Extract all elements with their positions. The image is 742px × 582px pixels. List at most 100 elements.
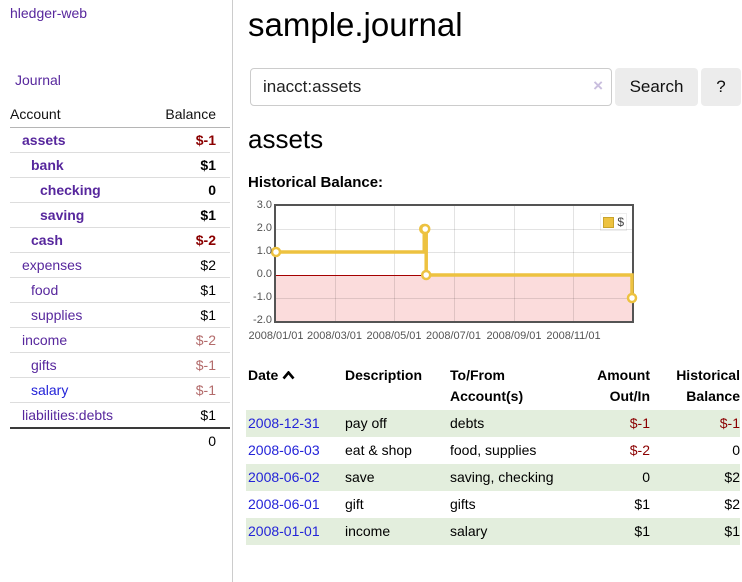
data-point-marker	[420, 269, 432, 281]
sidebar: hledger-web Journal Account Balance asse…	[0, 0, 233, 582]
search-input[interactable]	[250, 68, 612, 106]
data-point-marker	[419, 223, 431, 235]
account-balance: $1	[145, 302, 230, 328]
register-header-cell[interactable]: Date	[246, 362, 343, 410]
main-content: sample.journal × Search ? assets Histori…	[246, 0, 742, 545]
x-axis-label: 2008/01/01	[248, 330, 304, 342]
sidebar-account-link[interactable]: gifts	[31, 357, 57, 373]
sidebar-account-link[interactable]: cash	[31, 232, 63, 248]
y-axis-label: 0.0	[256, 268, 272, 280]
transaction-accounts: debts	[448, 410, 573, 437]
transaction-amount: 0	[573, 464, 650, 491]
legend-series-label: $	[617, 215, 624, 229]
chart-title: Historical Balance:	[248, 174, 384, 191]
account-balance: $1	[145, 152, 230, 178]
help-button[interactable]: ?	[701, 68, 741, 106]
account-name-cell: bank	[10, 152, 146, 178]
x-axis-label: 2008/09/01	[486, 330, 542, 342]
x-axis-label: 2008/07/01	[425, 330, 482, 342]
transaction-date-link[interactable]: 2008-01-01	[248, 523, 320, 539]
sidebar-account-link[interactable]: saving	[40, 207, 85, 223]
x-gridline	[513, 206, 515, 321]
transaction-accounts: gifts	[450, 496, 476, 512]
transaction-description: gift	[345, 496, 364, 512]
accounts-header-balance: Balance	[145, 102, 230, 128]
sidebar-item-journal[interactable]: Journal	[15, 72, 61, 88]
transaction-date-cell: 2008-06-03	[246, 437, 343, 464]
x-axis-label: 2008/03/01	[306, 330, 363, 342]
transaction-amount: $1	[634, 496, 650, 512]
account-row: bank $1	[10, 152, 230, 178]
y-gridline	[276, 229, 632, 230]
transaction-date-link[interactable]: 2008-06-01	[248, 496, 320, 512]
legend-series-swatch	[603, 216, 615, 228]
y-gridline	[276, 252, 632, 253]
account-row: salary $-1	[10, 377, 230, 403]
account-name-cell: checking	[10, 177, 146, 203]
sidebar-account-link[interactable]: salary	[31, 382, 69, 398]
account-balance: $-1	[195, 132, 216, 148]
y-axis-label: -1.0	[253, 291, 272, 303]
transaction-amount: $1	[573, 518, 650, 545]
app-title-link[interactable]: hledger-web	[10, 5, 88, 21]
accounts-total-balance: 0	[145, 427, 230, 453]
sidebar-account-link[interactable]: liabilities:debts	[22, 407, 114, 423]
account-row: cash $-2	[10, 227, 230, 253]
account-row: supplies $1	[10, 302, 230, 328]
sidebar-account-link[interactable]: food	[31, 282, 59, 298]
account-balance: $1	[145, 402, 230, 428]
account-balance: $-2	[145, 227, 230, 253]
transaction-date-cell: 2008-06-01	[246, 491, 343, 518]
accounts-header-account: Account	[10, 102, 146, 128]
account-name-cell: assets	[10, 128, 145, 153]
register-table: Date Description To/From Account(s) Amount …	[246, 362, 740, 545]
account-name-cell: liabilities:debts	[10, 402, 146, 428]
transaction-description: save	[343, 464, 448, 491]
transaction-balance: $2	[650, 464, 740, 491]
sidebar-account-link[interactable]: bank	[31, 157, 64, 173]
search-button[interactable]: Search	[615, 68, 698, 106]
transaction-date-link[interactable]: 2008-12-31	[248, 415, 320, 431]
register-header-cell: Historical Balance	[676, 367, 740, 404]
account-name-cell: saving	[10, 202, 146, 228]
balance-chart[interactable]: $ 3.0 2.0 1.0 0.0 -1.0 -2.0 2008/01/01 2008/03/…	[246, 199, 742, 346]
x-gridline	[573, 206, 575, 321]
transaction-balance: $2	[724, 496, 740, 512]
register-header-cell: To/From Account(s)	[450, 367, 524, 404]
account-balance: $-1	[145, 352, 230, 378]
transaction-accounts: food, supplies	[450, 442, 537, 458]
transaction-description: pay off	[343, 410, 448, 437]
balance-series-line	[270, 223, 638, 304]
account-name-cell: gifts	[10, 352, 146, 378]
account-row: income $-2	[10, 327, 230, 353]
account-balance: $1	[145, 277, 230, 303]
transaction-date-link[interactable]: 2008-06-03	[248, 442, 320, 458]
clear-search-icon[interactable]: ×	[593, 76, 603, 95]
y-axis-label: 3.0	[256, 199, 272, 211]
account-name-cell: cash	[10, 227, 146, 253]
sidebar-account-link[interactable]: checking	[40, 182, 101, 198]
y-axis-label: 1.0	[256, 245, 272, 257]
x-gridline	[453, 206, 455, 321]
account-row: liabilities:debts $1	[10, 402, 230, 428]
sidebar-account-link[interactable]: expenses	[22, 257, 82, 273]
transaction-date-link[interactable]: 2008-06-02	[248, 469, 320, 485]
y-axis-label: 2.0	[256, 222, 272, 234]
transaction-amount: $-2	[629, 442, 650, 458]
y-axis-label: -2.0	[253, 314, 272, 326]
transaction-accounts: salary	[448, 518, 573, 545]
chart-plot-area[interactable]: $	[270, 204, 638, 323]
account-balance: $-2	[145, 327, 230, 353]
sort-ascending-icon	[282, 370, 295, 380]
sidebar-account-link[interactable]: income	[22, 332, 68, 348]
transaction-date-cell: 2008-12-31	[246, 410, 343, 437]
register-header-cell: Amount Out/In	[597, 367, 650, 404]
transaction-description: eat & shop	[345, 442, 412, 458]
transaction-balance: 0	[732, 442, 740, 458]
x-gridline	[394, 206, 396, 321]
account-heading: assets	[248, 124, 324, 154]
sidebar-account-link[interactable]: assets	[22, 132, 66, 148]
search-box: ×	[250, 68, 612, 106]
chart-negative-region	[276, 275, 632, 321]
sidebar-account-link[interactable]: supplies	[31, 307, 83, 323]
